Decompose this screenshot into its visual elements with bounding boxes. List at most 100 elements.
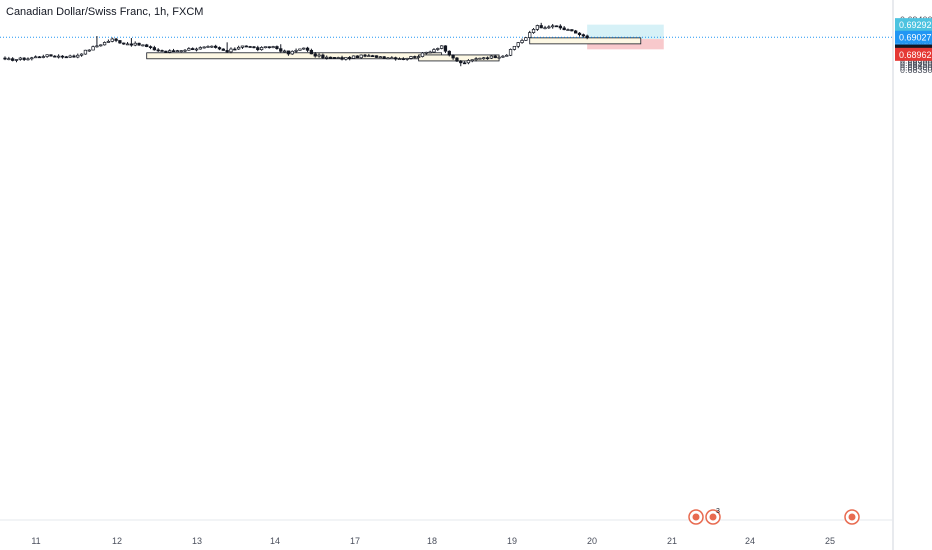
current-price-badge-bg <box>895 30 932 44</box>
candle-body <box>558 25 562 29</box>
candle-body <box>501 55 505 58</box>
event-icon[interactable] <box>705 509 721 525</box>
event-icon-dot <box>692 513 700 521</box>
candle-body <box>14 59 19 61</box>
candle-body <box>436 48 440 50</box>
candle-body <box>535 25 540 30</box>
x-tick-label: 18 <box>427 536 437 546</box>
candle-body <box>106 41 111 43</box>
x-tick-label: 20 <box>587 536 597 546</box>
y-tick-label: 0.68350 <box>900 65 932 75</box>
candle-body <box>305 47 310 51</box>
candle-body <box>359 54 363 59</box>
candle-body <box>321 54 325 59</box>
x-tick-label: 19 <box>507 536 517 546</box>
candle-body <box>26 58 30 61</box>
candle-body <box>328 56 333 59</box>
candle-body <box>18 57 22 60</box>
candle-body <box>443 45 448 52</box>
candle-body <box>53 55 57 58</box>
candle-body <box>133 42 137 46</box>
candle-body <box>439 45 444 49</box>
candle-body <box>271 46 275 49</box>
candle-body <box>122 42 126 45</box>
candle-body <box>217 47 222 50</box>
event-icon[interactable] <box>844 509 860 525</box>
event-icon-dot <box>709 513 717 521</box>
candle-body <box>562 27 566 31</box>
candle-body <box>566 29 570 31</box>
candle-body <box>83 49 88 55</box>
event-icon-dot <box>848 513 856 521</box>
candle-body <box>374 55 379 58</box>
candle-body <box>394 57 398 60</box>
candle-body <box>114 38 118 41</box>
candle-body <box>152 47 157 51</box>
candle-body <box>118 40 122 44</box>
candle-body <box>141 44 145 47</box>
candle-body <box>528 32 532 38</box>
candle-body <box>198 47 202 50</box>
candle-body <box>37 56 42 59</box>
candle-body <box>7 58 11 61</box>
x-tick-label: 25 <box>825 536 835 546</box>
candle-body <box>95 45 99 48</box>
candle-body <box>482 57 486 60</box>
candle-body <box>313 53 317 57</box>
event-icon[interactable] <box>688 509 704 525</box>
candle-body <box>156 49 160 52</box>
candle-body <box>11 58 15 61</box>
candle-body <box>378 56 382 59</box>
candle-body <box>33 56 38 59</box>
candle-body <box>309 49 314 55</box>
candle-body <box>168 50 172 53</box>
candle-body <box>125 43 130 46</box>
candle-body <box>520 40 524 43</box>
candle-body <box>512 45 517 50</box>
candle-body <box>290 50 294 55</box>
candle-body <box>302 47 306 50</box>
candle-body <box>405 58 409 60</box>
candle-body <box>367 55 371 57</box>
candle-body <box>397 58 402 60</box>
candle-body <box>179 50 183 52</box>
candle-body <box>539 25 543 29</box>
candle-body <box>497 56 501 59</box>
candle-body <box>3 57 7 60</box>
candle-body <box>267 46 271 49</box>
candle-body <box>87 49 91 52</box>
candle-body <box>99 44 103 47</box>
candle-body <box>244 45 248 48</box>
candle-body <box>416 56 421 58</box>
candle-body <box>145 44 149 47</box>
candle-body <box>451 54 455 59</box>
candle-body <box>137 42 141 46</box>
x-tick-label: 24 <box>745 536 755 546</box>
x-tick-label: 12 <box>112 536 122 546</box>
candle-body <box>221 48 225 51</box>
candle-body <box>474 58 478 61</box>
candle-body <box>160 50 164 52</box>
candle-body <box>164 50 168 53</box>
candle-body <box>286 50 291 55</box>
candle-body <box>325 56 329 59</box>
target-price-badge-bg <box>895 18 932 32</box>
x-tick-label: 21 <box>667 536 677 546</box>
y-tick-label: 0.68500 <box>900 58 932 68</box>
candle-body <box>428 51 432 54</box>
candle-body <box>41 56 45 58</box>
candle-body <box>30 57 34 60</box>
candle-body <box>282 50 287 53</box>
candle-body <box>447 50 451 56</box>
candle-body <box>455 57 459 62</box>
candle-body <box>91 46 95 51</box>
candle-body <box>191 48 195 51</box>
stop-price-badge: 0.68962 <box>899 50 932 60</box>
candle-body <box>294 49 298 52</box>
current-price-badge: 0.69027 <box>899 33 932 43</box>
symbol-title: Canadian Dollar/Swiss Franc, 1h, FXCM <box>6 6 204 18</box>
candle-body <box>493 55 497 59</box>
candle-body <box>478 57 482 60</box>
candle-body <box>56 55 61 58</box>
